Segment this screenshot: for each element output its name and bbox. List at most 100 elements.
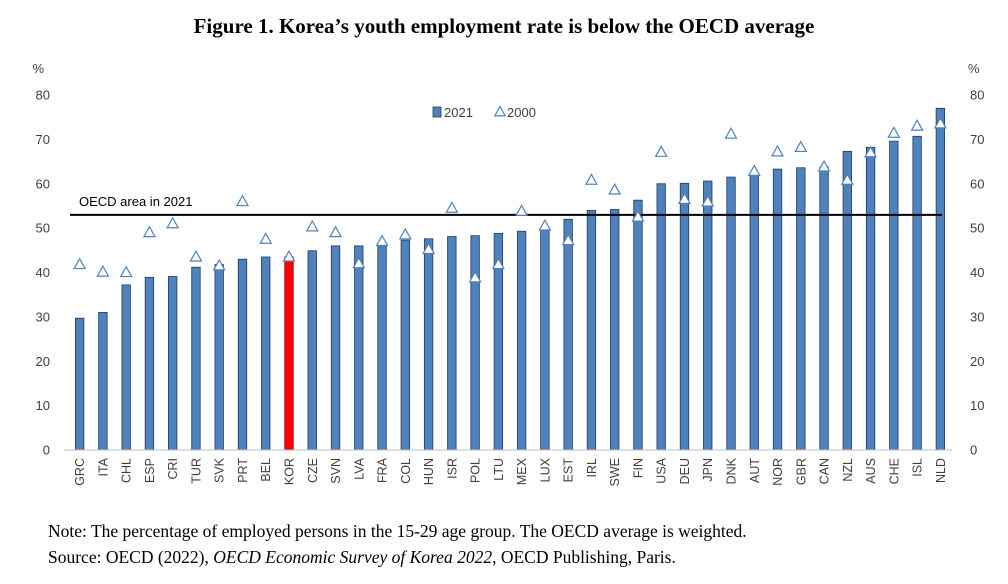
y-unit-right: %: [968, 61, 980, 76]
y-axes: 0 0 10 10 20 20 30 30 40 40 50 50 60 60 70 70 80 80%%: [32, 61, 984, 458]
marker-2000-swe: [608, 182, 622, 195]
bar-fra: [377, 244, 387, 451]
bar-prt: [237, 258, 248, 451]
source-prefix: Source: OECD (2022),: [48, 547, 214, 567]
marker-2000-kor: [282, 249, 296, 262]
bar-kor: [284, 256, 294, 451]
y-unit-left: %: [32, 61, 44, 76]
bar-svk: [214, 264, 224, 451]
y-tick-label-right: 0: [970, 443, 977, 458]
bar-nld: [935, 107, 946, 451]
x-tick-label-swe: SWE: [608, 458, 622, 486]
y-tick-label-left: 60: [36, 176, 50, 191]
y-tick-label-left: 30: [36, 309, 50, 324]
legend-label-2021: 2021: [444, 105, 473, 120]
x-tick-label-kor: KOR: [283, 458, 297, 485]
x-tick-label-nzl: NZL: [841, 458, 855, 482]
bar-nzl: [842, 150, 852, 451]
legend-label-2000: 2000: [507, 105, 536, 120]
marker-2000-fin: [631, 210, 645, 222]
source-suffix: , OECD Publishing, Paris.: [492, 547, 676, 567]
x-tick-label-pol: POL: [469, 458, 483, 483]
chart-area: 0 0 10 10 20 20 30 30 40 40 50 50 60 60 70 70 80 80%% OEC…: [32, 61, 984, 486]
marker-2000-col: [398, 227, 412, 240]
x-tick-label-chl: CHL: [120, 458, 134, 483]
marker-2000-fra: [375, 234, 389, 247]
oecd-reference: OECD area in 2021: [70, 194, 942, 216]
marker-2000-tur: [189, 249, 203, 262]
bar-jpn: [703, 180, 713, 451]
marker-2000-ita: [96, 265, 110, 277]
bars-2021: [74, 107, 946, 451]
bar-pol: [470, 235, 480, 451]
x-tick-label-fra: FRA: [376, 457, 390, 483]
y-tick-label-left: 80: [36, 88, 50, 103]
bar-bel: [261, 256, 271, 451]
marker-2000-can: [817, 159, 831, 172]
chart-title: Figure 1. Korea’s youth employment rate …: [193, 14, 815, 38]
marker-2000-irl: [584, 173, 598, 185]
y-tick-label-left: 50: [36, 221, 50, 236]
x-tick-label-bel: BEL: [259, 458, 273, 482]
y-tick-label-right: 10: [970, 398, 984, 413]
bar-fin: [633, 199, 643, 451]
x-tick-label-grc: GRC: [73, 458, 87, 486]
x-tick-label-lva: LVA: [352, 457, 366, 479]
x-tick-label-gbr: GBR: [794, 458, 808, 485]
x-tick-label-esp: ESP: [143, 458, 157, 483]
footnote: Note: The percentage of employed persons…: [48, 518, 747, 570]
bar-aus: [865, 146, 876, 451]
y-tick-label-left: 10: [36, 398, 50, 413]
x-tick-label-cri: CRI: [166, 458, 180, 480]
bar-swe: [610, 209, 620, 451]
x-tick-label-svk: SVK: [213, 457, 227, 483]
y-tick-label-right: 80: [970, 88, 984, 103]
bar-hun: [423, 238, 434, 451]
bar-gbr: [796, 167, 806, 451]
legend-swatch-2021: [432, 106, 442, 118]
bar-col: [400, 239, 410, 451]
x-tick-label-usa: USA: [655, 457, 669, 483]
bar-irl: [586, 209, 597, 451]
bar-che: [889, 140, 899, 451]
x-tick-label-nld: NLD: [934, 458, 948, 483]
x-tick-label-ita: ITA: [96, 457, 110, 476]
bar-deu: [679, 182, 690, 451]
x-tick-label-dnk: DNK: [725, 457, 739, 484]
bar-ita: [98, 312, 108, 451]
x-tick-label-mex: MEX: [515, 457, 529, 485]
marker-2000-dnk: [724, 127, 738, 139]
y-tick-label-right: 70: [970, 132, 984, 147]
x-tick-label-ltu: LTU: [492, 458, 506, 481]
source-title: OECD Economic Survey of Korea 2022: [213, 547, 493, 567]
marker-2000-esp: [142, 225, 156, 238]
note-line: Note: The percentage of employed persons…: [48, 521, 747, 541]
x-tick-label-col: COL: [399, 458, 413, 484]
y-tick-label-right: 50: [970, 221, 984, 236]
marker-2000-cze: [305, 219, 319, 232]
legend: 2021 2000: [432, 105, 536, 120]
bar-usa: [656, 183, 666, 451]
marker-2000-nor: [770, 144, 785, 157]
x-tick-labels: GRC ITA CHL ESP CRI TUR SVK PRT BEL KOR CZE SVN LVA F…: [64, 449, 952, 486]
marker-2000-chl: [119, 265, 133, 278]
y-tick-label-left: 0: [43, 443, 50, 458]
marker-2000-usa: [654, 145, 668, 157]
marker-2000-hun: [422, 242, 436, 255]
y-tick-label-left: 20: [36, 354, 50, 369]
marker-2000-lux: [538, 218, 552, 231]
marker-2000-svk: [212, 258, 226, 271]
x-tick-label-cze: CZE: [306, 458, 320, 483]
bar-esp: [144, 276, 155, 451]
legend-swatch-2000: [493, 105, 507, 117]
y-tick-label-left: 70: [36, 132, 50, 147]
marker-2000-grc: [73, 257, 87, 270]
bar-lva: [354, 245, 364, 451]
marker-2000-aut: [747, 164, 761, 176]
x-tick-label-deu: DEU: [678, 458, 692, 484]
bar-cri: [168, 276, 178, 451]
oecd-reference-label: OECD area in 2021: [79, 194, 192, 209]
y-tick-label-right: 20: [970, 354, 984, 369]
x-tick-label-prt: PRT: [236, 458, 250, 483]
x-tick-label-lux: LUX: [538, 457, 552, 482]
